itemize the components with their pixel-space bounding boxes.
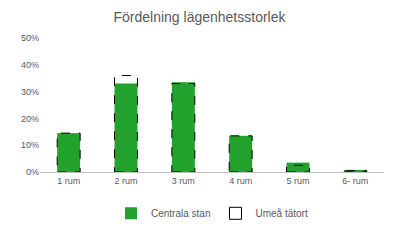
svg-text:Umeå tätort: Umeå tätort bbox=[255, 208, 307, 219]
svg-text:50%: 50% bbox=[21, 33, 39, 43]
svg-text:3 rum: 3 rum bbox=[172, 176, 195, 186]
svg-text:5 rum: 5 rum bbox=[286, 176, 309, 186]
svg-text:6- rum: 6- rum bbox=[342, 176, 368, 186]
svg-text:4 rum: 4 rum bbox=[229, 176, 252, 186]
svg-text:30%: 30% bbox=[21, 87, 39, 97]
svg-text:0%: 0% bbox=[26, 167, 39, 177]
svg-text:1 rum: 1 rum bbox=[57, 176, 80, 186]
svg-text:10%: 10% bbox=[21, 140, 39, 150]
svg-text:Fördelning lägenhetsstorlek: Fördelning lägenhetsstorlek bbox=[114, 9, 287, 25]
svg-text:20%: 20% bbox=[21, 114, 39, 124]
svg-text:40%: 40% bbox=[21, 60, 39, 70]
svg-text:Centrala stan: Centrala stan bbox=[151, 208, 210, 219]
svg-text:2 rum: 2 rum bbox=[114, 176, 137, 186]
